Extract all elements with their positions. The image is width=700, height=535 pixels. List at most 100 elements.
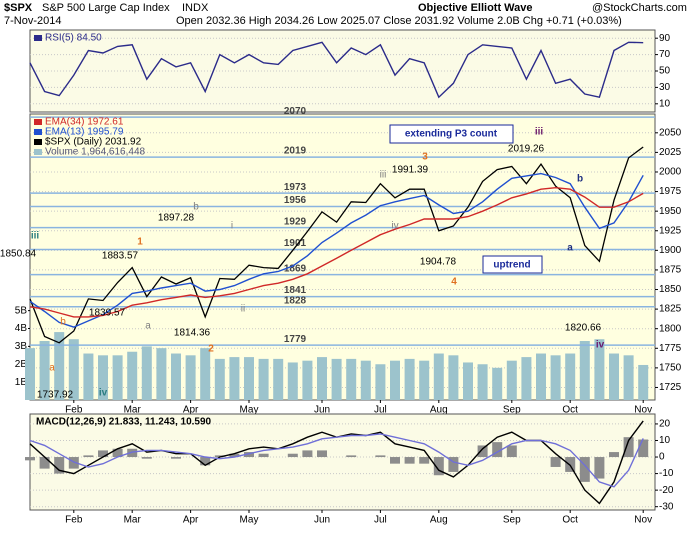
bar [565,353,576,400]
annotation: a [49,363,55,374]
x-tick-label: Jun [314,405,330,416]
y-tick-label: 10 [659,98,671,109]
x-tick-label: Jul [374,515,387,526]
x-tick-label: Jul [374,405,387,416]
bar [550,355,561,400]
bar [287,362,298,400]
bar [83,455,94,458]
bar [171,353,181,400]
bar [477,445,488,458]
y-tick-label: 2050 [659,127,682,138]
annotation: 1814.36 [174,328,211,339]
bar [68,457,79,469]
legend-label: MACD(12,26,9) 21.833, 11.243, 10.590 [36,417,212,428]
bar [127,448,138,458]
bar [244,357,254,400]
annotation: 1897.28 [158,213,195,224]
bar [492,367,503,400]
y-tick-label: 50 [659,66,671,77]
annotation: 3 [422,152,428,163]
annotation: iv [99,388,108,399]
y2-tick-label: 1B [15,377,28,388]
bar [609,452,619,458]
level-label: 1956 [284,195,307,206]
bar [579,457,590,482]
bar [302,360,313,400]
annotation: 4 [451,277,457,288]
bar [317,357,327,400]
bar [302,450,313,458]
bar [25,457,35,461]
legend-label: $SPX (Daily) 2031.92 [45,137,142,148]
y-tick-label: -30 [659,501,674,512]
y-tick-label: 1950 [659,206,682,217]
legend-swatch [34,35,42,41]
bar [594,339,605,400]
y-tick-label: 1900 [659,245,682,256]
x-tick-label: Jun [314,515,330,526]
legend-swatch [34,119,42,125]
y2-tick-label: 5B [15,305,28,316]
brand: Objective Elliott Wave [418,2,533,14]
bar [550,457,561,467]
quote: Open 2032.36 High 2034.26 Low 2025.07 Cl… [176,15,622,27]
bar [375,364,386,400]
bar [463,362,473,400]
level-label: 1779 [284,334,307,345]
index-name: S&P 500 Large Cap Index [42,2,170,14]
bar [477,364,488,400]
annotation: uptrend [493,260,530,271]
level-label: 1841 [284,285,307,296]
annotation: ii [241,304,245,315]
level-label: 1901 [284,238,307,249]
bar [185,355,196,400]
y-tick-label: 1850 [659,284,682,295]
annotation: 1820.66 [565,323,602,334]
y-tick-label: 1875 [659,265,682,276]
legend-label: RSI(5) 84.50 [45,33,102,44]
series-line [29,41,644,99]
annotation: 1737.92 [37,390,74,401]
y-tick-label: 1925 [659,225,682,236]
bar [214,455,225,458]
x-tick-label: Nov [634,515,652,526]
annotation: iii [380,170,387,181]
series-line [29,433,644,488]
bar [404,457,415,464]
legend-label: Volume 1,964,616,448 [45,147,146,158]
x-tick-label: Feb [65,405,83,416]
y-tick-label: 1750 [659,363,682,374]
exchange: INDX [182,2,209,14]
bar [346,455,357,458]
y-tick-label: 10 [659,435,671,446]
series-line [29,172,644,328]
symbol: $SPX [4,2,33,14]
bar [141,346,152,400]
bar [346,358,357,400]
annotation-box [482,255,543,274]
x-tick-label: Aug [430,405,448,416]
bar [521,357,532,400]
bar [98,450,108,458]
y-tick-label: 2025 [659,147,682,158]
level-label: 1828 [284,295,307,306]
bar [112,448,123,458]
legend-swatch [34,139,42,145]
annotation: 1991.39 [392,165,429,176]
x-tick-label: Mar [124,515,142,526]
annotation: 1904.78 [420,257,457,268]
x-tick-label: May [240,515,259,526]
annotation: a [145,321,151,332]
bar [609,353,619,400]
x-tick-label: Sep [503,405,521,416]
bar [112,355,123,400]
annotation: 2 [208,344,214,355]
bar [390,360,400,400]
panel [29,413,656,511]
annotation: 2019.26 [508,144,545,155]
bar [433,457,444,476]
bar [54,457,65,474]
bar [156,348,167,400]
date: 7-Nov-2014 [4,15,61,27]
